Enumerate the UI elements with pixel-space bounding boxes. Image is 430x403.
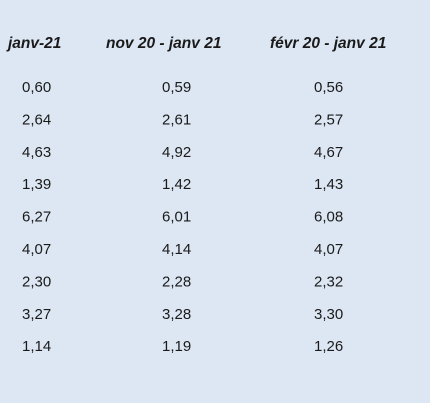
cell: 4,67 <box>314 144 343 161</box>
cell: 6,27 <box>22 209 51 226</box>
cell: 4,63 <box>22 144 51 161</box>
cell: 1,42 <box>162 176 191 193</box>
cell: 4,07 <box>314 241 343 258</box>
cell: 2,61 <box>162 111 191 128</box>
cell: 1,14 <box>22 338 51 355</box>
cell: 1,19 <box>162 338 191 355</box>
cell: 3,27 <box>22 306 51 323</box>
cell: 0,56 <box>314 79 343 96</box>
cell: 1,26 <box>314 338 343 355</box>
cell: 2,28 <box>162 273 191 290</box>
cell: 2,64 <box>22 111 51 128</box>
cell: 2,32 <box>314 273 343 290</box>
cell: 1,43 <box>314 176 343 193</box>
cell: 3,28 <box>162 306 191 323</box>
column-header: févr 20 - janv 21 <box>270 35 386 52</box>
cell: 2,57 <box>314 111 343 128</box>
cell: 4,14 <box>162 241 191 258</box>
column-header: janv-21 <box>6 35 61 52</box>
cell: 6,08 <box>314 209 343 226</box>
cell: 1,39 <box>22 176 51 193</box>
cell: 3,30 <box>314 306 343 323</box>
cell: 4,92 <box>162 144 191 161</box>
cell: 0,60 <box>22 79 51 96</box>
column-header: nov 20 - janv 21 <box>106 35 221 52</box>
cell: 2,30 <box>22 273 51 290</box>
cell: 4,07 <box>22 241 51 258</box>
cell: 0,59 <box>162 79 191 96</box>
cell: 6,01 <box>162 209 191 226</box>
